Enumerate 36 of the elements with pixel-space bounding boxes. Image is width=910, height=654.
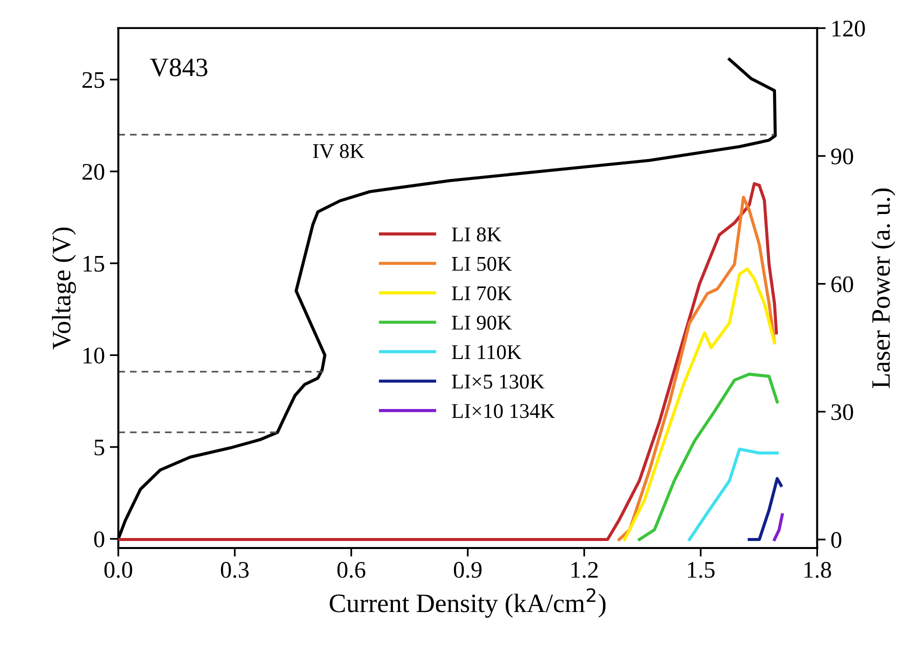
x-tick-label: 1.8 [804,562,832,578]
y2-tick-label: 0 [831,532,842,548]
line-series [618,196,776,542]
legend-label: LI 70K [452,286,512,300]
x-axis-title: Current Density (kA/cm$^{2}$) [330,588,606,618]
y-tick-label: 25 [82,72,104,88]
line-series [688,448,779,542]
y2-tick-label: 60 [831,276,854,292]
line-series [623,267,776,542]
legend-label: LI 110K [452,345,522,360]
y2-tick-label: 30 [832,404,854,420]
y-axis-title: Voltage (V) [52,228,76,350]
x-tick-label: 0.3 [220,562,249,578]
line-series [118,182,778,542]
x-tick-label: 1.5 [688,562,715,578]
x-tick-label: 0.9 [454,562,482,578]
annotation: V843 [150,58,208,76]
y2-axis-title: Laser Power (a. u.) [871,188,896,388]
legend-label: LI 8K [452,227,502,242]
y-tick-label: 20 [82,164,104,180]
legend-label: LI 90K [452,316,512,330]
line-series [638,372,779,542]
legend-label: LI 50K [452,256,512,271]
x-tick-label: 0.6 [337,562,366,578]
y-tick-label: 15 [84,256,104,272]
annotation: IV 8K [313,144,364,158]
x-tick-label: 0.0 [104,562,132,578]
y2-tick-label: 90 [831,148,854,164]
y-tick-label: 10 [84,348,104,364]
legend-label: LI×10 134K [452,404,555,418]
legend-label: LI×5 130K [452,374,544,389]
y-tick-label: 0 [94,531,104,548]
y-tick-label: 5 [94,440,104,456]
y2-tick-label: 120 [832,20,865,37]
x-tick-label: 1.2 [572,562,598,578]
line-series [748,477,783,542]
